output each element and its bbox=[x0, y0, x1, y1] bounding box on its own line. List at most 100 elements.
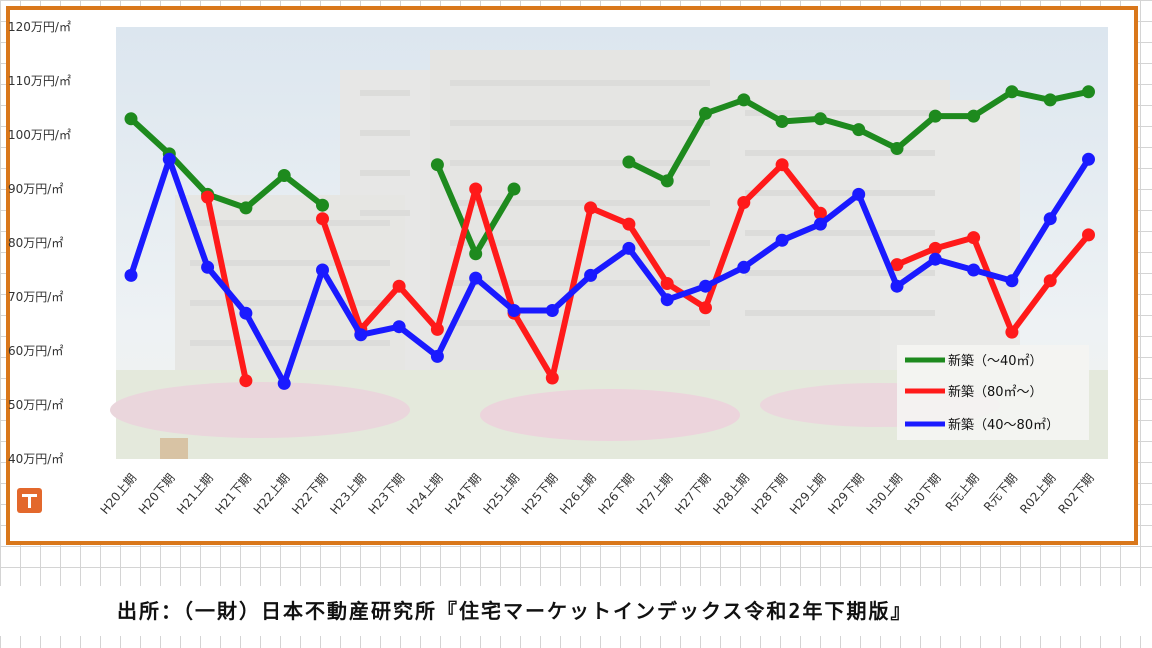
series-line-0 bbox=[128, 115, 326, 211]
data-point bbox=[737, 196, 751, 209]
data-point bbox=[545, 371, 559, 385]
x-tick-label: R元下期 bbox=[981, 471, 1020, 514]
legend-item-0: 新築（～40㎡） bbox=[905, 353, 1043, 369]
x-tick-label: H30上期 bbox=[864, 471, 906, 517]
x-tick-label: H22下期 bbox=[289, 471, 331, 517]
data-point bbox=[890, 258, 904, 272]
x-tick-label: H22上期 bbox=[251, 471, 293, 517]
data-point bbox=[967, 231, 981, 245]
data-point bbox=[1082, 85, 1095, 99]
shin-badge-icon bbox=[17, 488, 42, 513]
x-tick-label: R02上期 bbox=[1017, 471, 1058, 516]
x-tick-label: H29上期 bbox=[787, 471, 829, 517]
legend: 新築（～40㎡） 新築（80㎡～） 新築（40～80㎡） bbox=[897, 345, 1089, 440]
data-point bbox=[928, 252, 942, 266]
x-tick-label: H20下期 bbox=[136, 471, 178, 517]
data-point bbox=[1005, 274, 1019, 288]
data-point bbox=[699, 106, 712, 120]
y-tick-label: 70万円/㎡ bbox=[8, 290, 63, 304]
data-point bbox=[660, 293, 674, 307]
data-point bbox=[622, 217, 636, 231]
x-axis: H20上期H20下期H21上期H21下期H22上期H22下期H23上期H23下期… bbox=[98, 471, 1097, 517]
y-tick-label: 60万円/㎡ bbox=[8, 344, 63, 358]
data-point bbox=[775, 233, 789, 247]
data-point bbox=[1043, 274, 1057, 288]
series-2 bbox=[124, 152, 1095, 390]
data-point bbox=[201, 190, 215, 204]
data-point bbox=[967, 109, 981, 123]
series-line-1 bbox=[894, 231, 1092, 336]
data-point bbox=[660, 174, 674, 188]
x-tick-label: H21下期 bbox=[212, 471, 254, 517]
data-point bbox=[660, 277, 674, 290]
data-point bbox=[584, 268, 598, 282]
data-point bbox=[1005, 325, 1019, 339]
data-point bbox=[507, 304, 521, 317]
y-tick-label: 40万円/㎡ bbox=[8, 452, 63, 466]
data-point bbox=[545, 304, 559, 317]
data-point bbox=[1005, 85, 1019, 99]
x-tick-label: H23上期 bbox=[327, 471, 369, 517]
y-tick-label: 120万円/㎡ bbox=[8, 20, 71, 34]
data-point bbox=[1043, 212, 1057, 226]
data-point bbox=[852, 187, 866, 201]
data-point bbox=[277, 376, 291, 390]
y-tick-label: 90万円/㎡ bbox=[8, 182, 63, 196]
data-point bbox=[239, 374, 253, 388]
data-point bbox=[622, 155, 636, 169]
data-point bbox=[737, 260, 751, 274]
data-point bbox=[737, 93, 751, 107]
x-tick-label: H25下期 bbox=[519, 471, 561, 517]
x-tick-label: H28下期 bbox=[749, 471, 791, 517]
data-point bbox=[392, 279, 406, 293]
data-point bbox=[469, 271, 483, 285]
data-point bbox=[124, 268, 138, 282]
data-point bbox=[124, 112, 138, 126]
y-tick-label: 100万円/㎡ bbox=[8, 128, 71, 142]
y-tick-label: 80万円/㎡ bbox=[8, 236, 63, 250]
x-tick-label: H25上期 bbox=[481, 471, 523, 517]
x-tick-label: H20上期 bbox=[98, 471, 140, 517]
data-point bbox=[316, 212, 329, 226]
x-tick-label: H23下期 bbox=[366, 471, 408, 517]
data-point bbox=[239, 201, 253, 215]
legend-label-2: 新築（40～80㎡） bbox=[948, 417, 1059, 433]
x-tick-label: H24下期 bbox=[442, 471, 484, 517]
x-tick-label: H26上期 bbox=[557, 471, 599, 517]
data-point bbox=[469, 182, 483, 196]
x-tick-label: H24上期 bbox=[404, 471, 446, 517]
x-tick-label: H27下期 bbox=[672, 471, 714, 517]
data-point bbox=[622, 241, 636, 255]
source-footnote: 出所：（一財）日本不動産研究所『住宅マーケットインデックス令和2年下期版』 bbox=[0, 586, 1152, 636]
series-layer bbox=[124, 85, 1095, 390]
data-point bbox=[967, 263, 981, 277]
data-point bbox=[813, 217, 827, 231]
y-tick-label: 50万円/㎡ bbox=[8, 398, 63, 412]
data-point bbox=[354, 328, 368, 342]
data-point bbox=[430, 349, 444, 363]
data-point bbox=[813, 112, 827, 126]
series-line-2 bbox=[128, 156, 1092, 387]
data-point bbox=[201, 260, 215, 274]
data-point bbox=[1082, 152, 1095, 166]
x-tick-label: R元上期 bbox=[943, 471, 982, 514]
data-point bbox=[469, 247, 483, 261]
data-point bbox=[1043, 93, 1057, 107]
x-tick-label: H30下期 bbox=[902, 471, 944, 517]
x-tick-label: H21上期 bbox=[174, 471, 216, 517]
x-tick-label: H28上期 bbox=[710, 471, 752, 517]
x-tick-label: H27上期 bbox=[634, 471, 676, 517]
data-point bbox=[775, 158, 789, 172]
x-tick-label: H26下期 bbox=[595, 471, 637, 517]
x-tick-label: R02下期 bbox=[1055, 471, 1096, 516]
legend-item-1: 新築（80㎡～） bbox=[905, 384, 1043, 400]
data-point bbox=[775, 115, 789, 128]
x-tick-label: H29下期 bbox=[825, 471, 867, 517]
data-point bbox=[928, 109, 942, 123]
data-point bbox=[699, 279, 712, 293]
data-point bbox=[699, 301, 712, 315]
legend-item-2: 新築（40～80㎡） bbox=[905, 417, 1059, 433]
data-point bbox=[316, 263, 329, 277]
data-point bbox=[852, 123, 866, 137]
